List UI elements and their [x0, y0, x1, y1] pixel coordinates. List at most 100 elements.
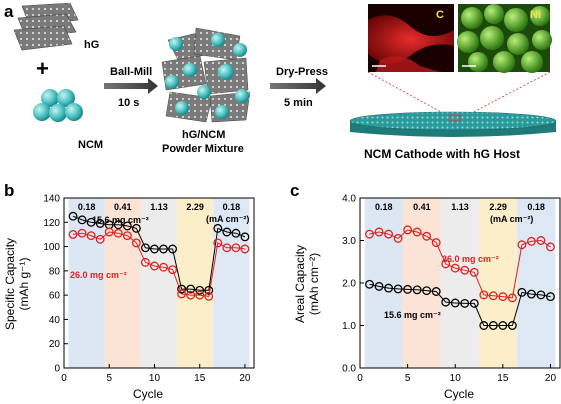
data-point [131, 223, 141, 233]
chart-c-rate-unit: (mA cm⁻²) [490, 214, 533, 224]
data-point [113, 220, 123, 230]
data-point [113, 228, 123, 238]
data-point [488, 291, 498, 301]
data-point [412, 285, 422, 295]
x-tick-label: 15 [497, 373, 509, 384]
ballmill-time: 10 s [118, 97, 139, 109]
data-point [450, 263, 460, 273]
chart-b-ylabel-line2: (mAh g⁻¹) [17, 257, 31, 310]
data-point [86, 217, 96, 227]
y-tick-label: 0 [54, 364, 60, 375]
mixture-line2: Powder Mixture [162, 143, 244, 155]
chart-b-annot-black: 15.6 mg cm⁻² [92, 215, 149, 225]
data-point [431, 238, 441, 248]
panel-c-label: c [290, 181, 299, 200]
chart-b-y-ticks: 0 20 40 60 80 100 120 140 [43, 194, 68, 375]
drypress-time: 5 min [284, 97, 313, 109]
chart-b-series-lines [72, 215, 246, 297]
panel-c: c 0.18 0.41 1.13 2.29 0.18 (mA cm⁻²) 0 5 10 15 2… [290, 181, 561, 401]
rate-band-2 [402, 198, 441, 368]
data-point [374, 281, 384, 291]
series-line-1 [72, 215, 246, 291]
data-point [95, 234, 105, 244]
y-tick-label: 120 [43, 218, 60, 229]
chart-c-y-ticks: 0.0 1.0 2.0 3.0 4.0 [342, 194, 364, 375]
panel-b-label: b [4, 181, 14, 200]
series-line-1 [369, 283, 551, 326]
y-tick-label: 140 [43, 194, 60, 205]
x-tick-label: 10 [149, 373, 161, 384]
data-point [498, 292, 508, 302]
data-point [104, 227, 114, 237]
data-point [422, 286, 432, 296]
panel-a-label: a [4, 2, 14, 21]
drypress-arrow-icon [270, 78, 326, 94]
chart-b-points [68, 211, 250, 301]
rate-label-3: 1.13 [150, 202, 168, 212]
data-point [536, 236, 546, 245]
y-tick-label: 4.0 [342, 194, 356, 205]
panel-a: a hG + NCM Ball-Mill 10 s [4, 2, 557, 161]
series-line-2 [72, 231, 246, 297]
y-tick-label: 2.0 [342, 279, 356, 290]
chart-c-annot-red: 26.0 mg cm⁻² [442, 254, 499, 264]
chart-c-points [365, 225, 555, 330]
data-point [403, 284, 413, 294]
data-point [204, 291, 214, 301]
rate-band-2 [104, 198, 141, 368]
rate-band-4 [479, 198, 518, 368]
x-tick-label: 5 [405, 373, 411, 384]
chart-c-ylabel-line2: (mAh cm⁻²) [307, 253, 321, 315]
x-tick-label: 20 [545, 373, 557, 384]
data-point [384, 283, 394, 293]
data-point [450, 298, 460, 308]
zoom-line-left [367, 71, 453, 119]
data-point [195, 290, 205, 300]
data-point [479, 290, 489, 300]
ncm-spheres-icon [33, 89, 83, 122]
chart-b-rate-bands [68, 198, 250, 368]
data-point [68, 211, 78, 221]
chart-b-annot-red: 26.0 mg cm⁻² [70, 270, 127, 280]
data-point [177, 289, 187, 299]
data-point [213, 238, 223, 248]
data-point [168, 244, 178, 254]
data-point [150, 261, 159, 271]
y-tick-label: 40 [49, 315, 61, 326]
chart-c-rate-bands [364, 198, 556, 368]
rate-label-1: 0.18 [375, 202, 393, 212]
rate-label-1: 0.18 [78, 202, 96, 212]
series-line-2 [369, 229, 551, 299]
map-c-image [368, 4, 454, 72]
data-point [507, 293, 517, 303]
data-point [186, 284, 196, 294]
y-tick-label: 1.0 [342, 321, 356, 332]
rate-band-1 [364, 198, 403, 368]
data-point [131, 238, 141, 248]
chart-b-ylabel-line1: Specific Capacity [3, 238, 17, 330]
data-point [526, 236, 536, 246]
map-c-label: C [436, 9, 444, 21]
rate-label-4: 2.29 [489, 202, 507, 212]
chart-b-x-ticks: 0 5 10 15 20 [61, 364, 251, 384]
x-tick-label: 0 [357, 373, 363, 384]
data-point [159, 244, 168, 254]
rate-band-4 [177, 198, 214, 368]
data-point [536, 290, 546, 300]
chart-c-x-ticks: 0 5 10 15 20 [357, 364, 556, 384]
chart-c-ylabel-line1: Areal Capacity [293, 245, 307, 323]
y-tick-label: 3.0 [342, 236, 356, 247]
drypress-label: Dry-Press [276, 66, 328, 78]
data-point [441, 297, 451, 307]
rate-band-1 [68, 198, 105, 368]
mixture-line1: hG/NCM [182, 129, 225, 141]
data-point [469, 298, 479, 308]
data-point [195, 285, 205, 295]
data-point [86, 231, 96, 241]
data-point [213, 223, 223, 233]
data-point [122, 221, 132, 231]
x-tick-label: 15 [194, 373, 206, 384]
hg-label: hG [84, 39, 99, 51]
